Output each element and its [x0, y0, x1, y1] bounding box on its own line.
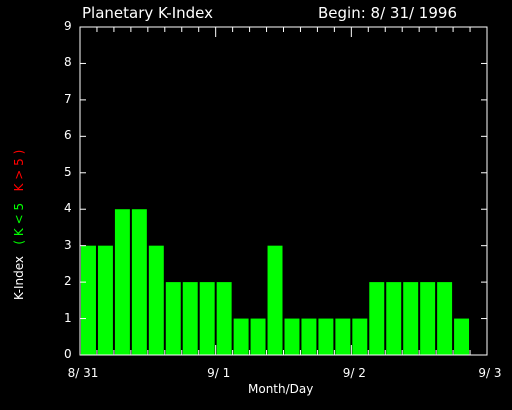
- bar: [199, 282, 215, 355]
- y-tick-label: 2: [64, 274, 72, 289]
- y-tick-label: 0: [64, 347, 72, 361]
- bar: [267, 245, 283, 355]
- begin-date: Begin: 8/ 31/ 1996: [318, 4, 457, 22]
- bar: [369, 282, 385, 355]
- x-tick-label: 8/ 31: [67, 366, 99, 380]
- x-tick-label: 9/ 1: [207, 366, 231, 380]
- x-tick-label: 9/ 2: [342, 366, 366, 380]
- bar: [97, 245, 113, 355]
- bar: [182, 282, 198, 355]
- bar: [284, 318, 300, 355]
- plot-frame: [79, 26, 488, 356]
- bars-group: [81, 209, 470, 355]
- y-axis-label: K-Index ( K < 5 K > 5 ): [12, 150, 26, 300]
- bar: [437, 282, 453, 355]
- bar: [301, 318, 317, 355]
- y-tick-label: 9: [64, 19, 72, 33]
- bar: [420, 282, 436, 355]
- y-tick-label: 8: [64, 55, 72, 70]
- bar: [148, 245, 164, 355]
- bar: [233, 318, 249, 355]
- bar: [318, 318, 334, 355]
- y-tick-label: 3: [64, 237, 72, 252]
- bar: [216, 282, 232, 355]
- chart-title: Planetary K-Index: [82, 4, 213, 22]
- bar: [81, 245, 96, 355]
- y-tick-label: 1: [64, 310, 72, 325]
- x-axis-label: Month/Day: [248, 382, 314, 396]
- bar: [250, 318, 266, 355]
- bar: [114, 209, 130, 355]
- y-axis-label-green: ( K < 5: [12, 202, 26, 245]
- bar: [352, 318, 368, 355]
- y-tick-label: 7: [64, 91, 72, 106]
- y-axis-label-kindex: K-Index: [12, 256, 26, 300]
- x-tick-label: 9/ 3: [478, 366, 502, 380]
- y-tick-label: 6: [64, 128, 72, 143]
- bar: [454, 318, 470, 355]
- bar: [403, 282, 419, 355]
- bar: [386, 282, 402, 355]
- y-tick-label: 4: [64, 201, 72, 216]
- bar: [131, 209, 147, 355]
- y-axis-label-red: K > 5 ): [12, 149, 26, 192]
- ticks-group: [79, 26, 488, 356]
- bar: [165, 282, 181, 355]
- bar: [335, 318, 351, 355]
- y-tick-label: 5: [64, 164, 72, 179]
